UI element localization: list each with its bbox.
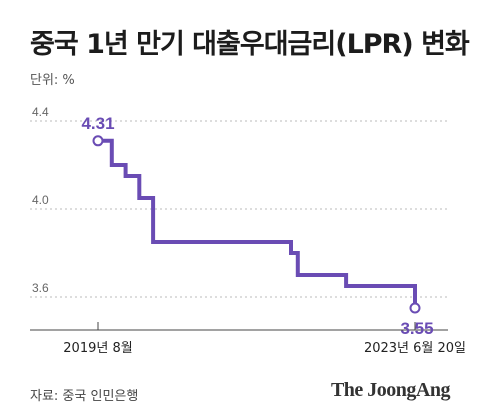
brand-logo: The JoongAng — [330, 379, 451, 401]
start-point — [92, 135, 104, 147]
source-note: 자료: 중국 인민은행 — [30, 389, 139, 404]
x-tick-label: 2023년 6월 20일 — [364, 341, 466, 356]
chart-title: 중국 1년 만기 대출우대금리(LPR) 변화 — [30, 29, 470, 60]
data-label: 4.31 — [81, 114, 114, 133]
y-tick-label: 4.4 — [32, 105, 49, 119]
data-label: 3.55 — [400, 319, 433, 338]
x-tick-label: 2019년 8월 — [63, 341, 132, 356]
end-point — [409, 302, 421, 314]
unit-label: 단위: % — [30, 73, 75, 88]
y-tick-label: 4.0 — [32, 193, 49, 207]
series-line — [98, 138, 417, 308]
y-tick-label: 3.6 — [32, 281, 49, 295]
